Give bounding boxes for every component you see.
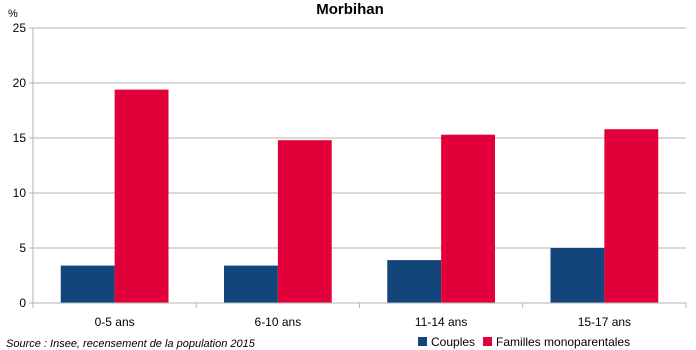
- y-tick-labels: 0 5 10 15 20 25: [13, 21, 27, 310]
- axes: [29, 27, 687, 308]
- bar-couples-0-5-ans: [60, 265, 115, 303]
- legend-label: Couples: [431, 335, 475, 349]
- bars: [60, 89, 659, 303]
- bar-couples-11-14-ans: [387, 260, 442, 303]
- source-note: Source : Insee, recensement de la popula…: [6, 338, 256, 350]
- y-tick-label: 25: [13, 21, 27, 35]
- y-tick-label: 5: [19, 241, 26, 255]
- bar-familles-monoparentales-15-17-ans: [604, 129, 659, 303]
- legend: Couples Familles monoparentales: [418, 335, 630, 349]
- bar-couples-15-17-ans: [550, 248, 605, 303]
- bar-couples-6-10-ans: [224, 265, 278, 303]
- y-tick-label: 10: [13, 186, 27, 200]
- legend-swatch: [418, 337, 427, 346]
- y-tick-label: 20: [13, 76, 27, 90]
- legend-label: Familles monoparentales: [496, 335, 630, 349]
- bar-familles-monoparentales-6-10-ans: [277, 140, 332, 303]
- y-tick-label: 0: [19, 296, 26, 310]
- x-tick-labels: 0-5 ans 6-10 ans 11-14 ans 15-17 ans: [95, 315, 631, 329]
- x-tick-label: 15-17 ans: [578, 315, 631, 329]
- bar-familles-monoparentales-0-5-ans: [114, 89, 169, 303]
- chart-title: Morbihan: [316, 1, 384, 18]
- bar-familles-monoparentales-11-14-ans: [441, 134, 495, 303]
- x-tick-label: 11-14 ans: [415, 315, 467, 329]
- legend-swatch: [483, 337, 493, 346]
- x-tick-label: 6-10 ans: [255, 315, 302, 329]
- x-tick-label: 0-5 ans: [95, 315, 135, 329]
- y-axis-unit: %: [8, 8, 18, 20]
- y-tick-label: 15: [13, 131, 27, 145]
